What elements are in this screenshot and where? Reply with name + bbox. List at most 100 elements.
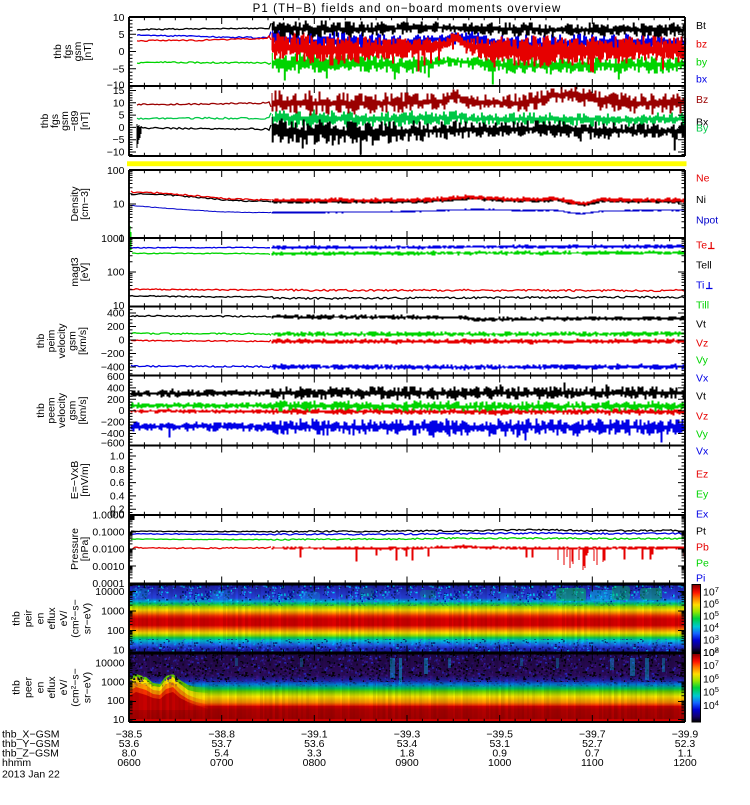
svg-text:Vy: Vy (696, 355, 709, 367)
svg-text:52.3: 52.3 (675, 738, 696, 750)
svg-text:Pi: Pi (696, 573, 705, 585)
svg-text:100: 100 (107, 165, 125, 177)
svg-text:10000: 10000 (95, 658, 124, 670)
svg-text:200: 200 (107, 394, 125, 406)
svg-text:53.1: 53.1 (489, 738, 510, 750)
svg-text:thb: thb (35, 334, 47, 349)
svg-text:1.0000: 1.0000 (92, 510, 124, 522)
svg-text:hhmm: hhmm (2, 757, 31, 769)
svg-text:1000: 1000 (101, 676, 125, 688)
svg-text:10: 10 (113, 199, 125, 211)
svg-text:0: 0 (119, 335, 125, 347)
svg-text:200: 200 (107, 321, 125, 333)
svg-text:Npot: Npot (696, 215, 718, 227)
svg-text:thb: thb (11, 680, 23, 695)
svg-text:0.0001: 0.0001 (92, 578, 124, 590)
svg-text:eflux: eflux (46, 607, 58, 630)
svg-text:Ni: Ni (696, 194, 706, 206)
svg-text:peer: peer (23, 676, 35, 698)
svg-text:53.7: 53.7 (211, 738, 232, 750)
svg-text:0: 0 (119, 405, 125, 417)
svg-text:By: By (696, 123, 709, 135)
svg-text:sr−eV): sr−eV) (82, 672, 94, 703)
svg-text:thb: thb (35, 403, 47, 418)
svg-text:Pressure: Pressure (69, 528, 81, 570)
svg-text:thb: thb (52, 44, 64, 59)
svg-text:15: 15 (113, 85, 125, 97)
svg-text:0.2: 0.2 (110, 504, 125, 516)
svg-text:0.4: 0.4 (110, 490, 125, 502)
svg-text:0700: 0700 (210, 757, 234, 769)
svg-text:gsm: gsm (67, 400, 79, 420)
svg-text:100: 100 (107, 695, 125, 707)
svg-text:53.6: 53.6 (119, 738, 140, 750)
svg-text:0.0010: 0.0010 (92, 561, 124, 573)
svg-text:−39.1: −39.1 (301, 729, 328, 741)
svg-text:−t89: −t89 (69, 110, 81, 131)
svg-text:velocity: velocity (56, 392, 68, 428)
svg-text:5: 5 (119, 110, 125, 122)
svg-text:−600: −600 (101, 438, 125, 450)
svg-text:−38.8: −38.8 (208, 729, 235, 741)
svg-text:1.8: 1.8 (400, 748, 415, 760)
svg-text:eV/: eV/ (58, 611, 70, 627)
svg-text:Vz: Vz (696, 338, 708, 350)
svg-text:eflux: eflux (46, 676, 58, 699)
svg-text:[km/s]: [km/s] (77, 327, 89, 355)
svg-text:thb: thb (39, 114, 51, 129)
svg-text:0600: 0600 (117, 757, 141, 769)
svg-text:by: by (696, 57, 708, 69)
svg-text:8.0: 8.0 (122, 748, 137, 760)
svg-text:sr−eV): sr−eV) (82, 603, 94, 634)
svg-text:10000: 10000 (95, 586, 124, 598)
svg-text:gsm: gsm (67, 331, 79, 351)
svg-text:600: 600 (107, 371, 125, 383)
svg-text:P1 (TH−B) fields and on−board: P1 (TH−B) fields and on−board moments ov… (253, 3, 562, 15)
svg-text:Vt: Vt (696, 391, 706, 403)
svg-text:52.7: 52.7 (582, 738, 603, 750)
svg-text:Till: Till (696, 300, 709, 312)
svg-text:−39.9: −39.9 (672, 729, 699, 741)
svg-text:gsm: gsm (59, 111, 71, 131)
svg-text:magt3: magt3 (69, 257, 81, 286)
svg-text:1000: 1000 (101, 606, 125, 618)
svg-text:en: en (34, 613, 46, 625)
svg-text:[km/s]: [km/s] (77, 396, 89, 424)
svg-text:0.9: 0.9 (492, 748, 507, 760)
svg-text:gsm: gsm (72, 41, 84, 61)
svg-text:2013 Jan 22: 2013 Jan 22 (2, 769, 60, 781)
svg-text:1000: 1000 (488, 757, 512, 769)
svg-text:1000: 1000 (101, 233, 125, 245)
svg-text:−39.5: −39.5 (486, 729, 513, 741)
svg-text:10: 10 (113, 714, 125, 726)
svg-text:5: 5 (119, 29, 125, 41)
svg-text:10: 10 (113, 300, 125, 312)
svg-text:Bz: Bz (696, 94, 708, 106)
svg-text:[eV]: [eV] (79, 263, 91, 282)
svg-text:0800: 0800 (303, 757, 327, 769)
svg-text:10: 10 (113, 645, 125, 657)
svg-text:en: en (34, 682, 46, 694)
svg-text:−10: −10 (107, 147, 125, 159)
svg-text:1: 1 (119, 233, 125, 245)
svg-text:thb_Y−GSM: thb_Y−GSM (2, 738, 60, 750)
svg-text:53.4: 53.4 (397, 738, 418, 750)
svg-text:Bt: Bt (696, 20, 706, 32)
svg-text:Pb: Pb (696, 542, 709, 554)
svg-text:1200: 1200 (673, 757, 697, 769)
svg-text:Ey: Ey (696, 489, 709, 501)
svg-text:bz: bz (696, 39, 707, 51)
svg-text:−5: −5 (113, 134, 125, 146)
svg-text:0.8: 0.8 (110, 464, 125, 476)
svg-text:0.7: 0.7 (585, 748, 600, 760)
svg-text:thb: thb (11, 611, 23, 626)
svg-text:−39.3: −39.3 (394, 729, 421, 741)
svg-text:−39.7: −39.7 (579, 729, 606, 741)
svg-text:Tell: Tell (696, 260, 712, 272)
svg-text:1.0: 1.0 (110, 451, 125, 463)
svg-text:Ne: Ne (696, 173, 710, 185)
svg-text:53.6: 53.6 (304, 738, 325, 750)
svg-text:Pt: Pt (696, 526, 706, 538)
svg-text:Ez: Ez (696, 469, 708, 481)
svg-text:−400: −400 (101, 428, 125, 440)
